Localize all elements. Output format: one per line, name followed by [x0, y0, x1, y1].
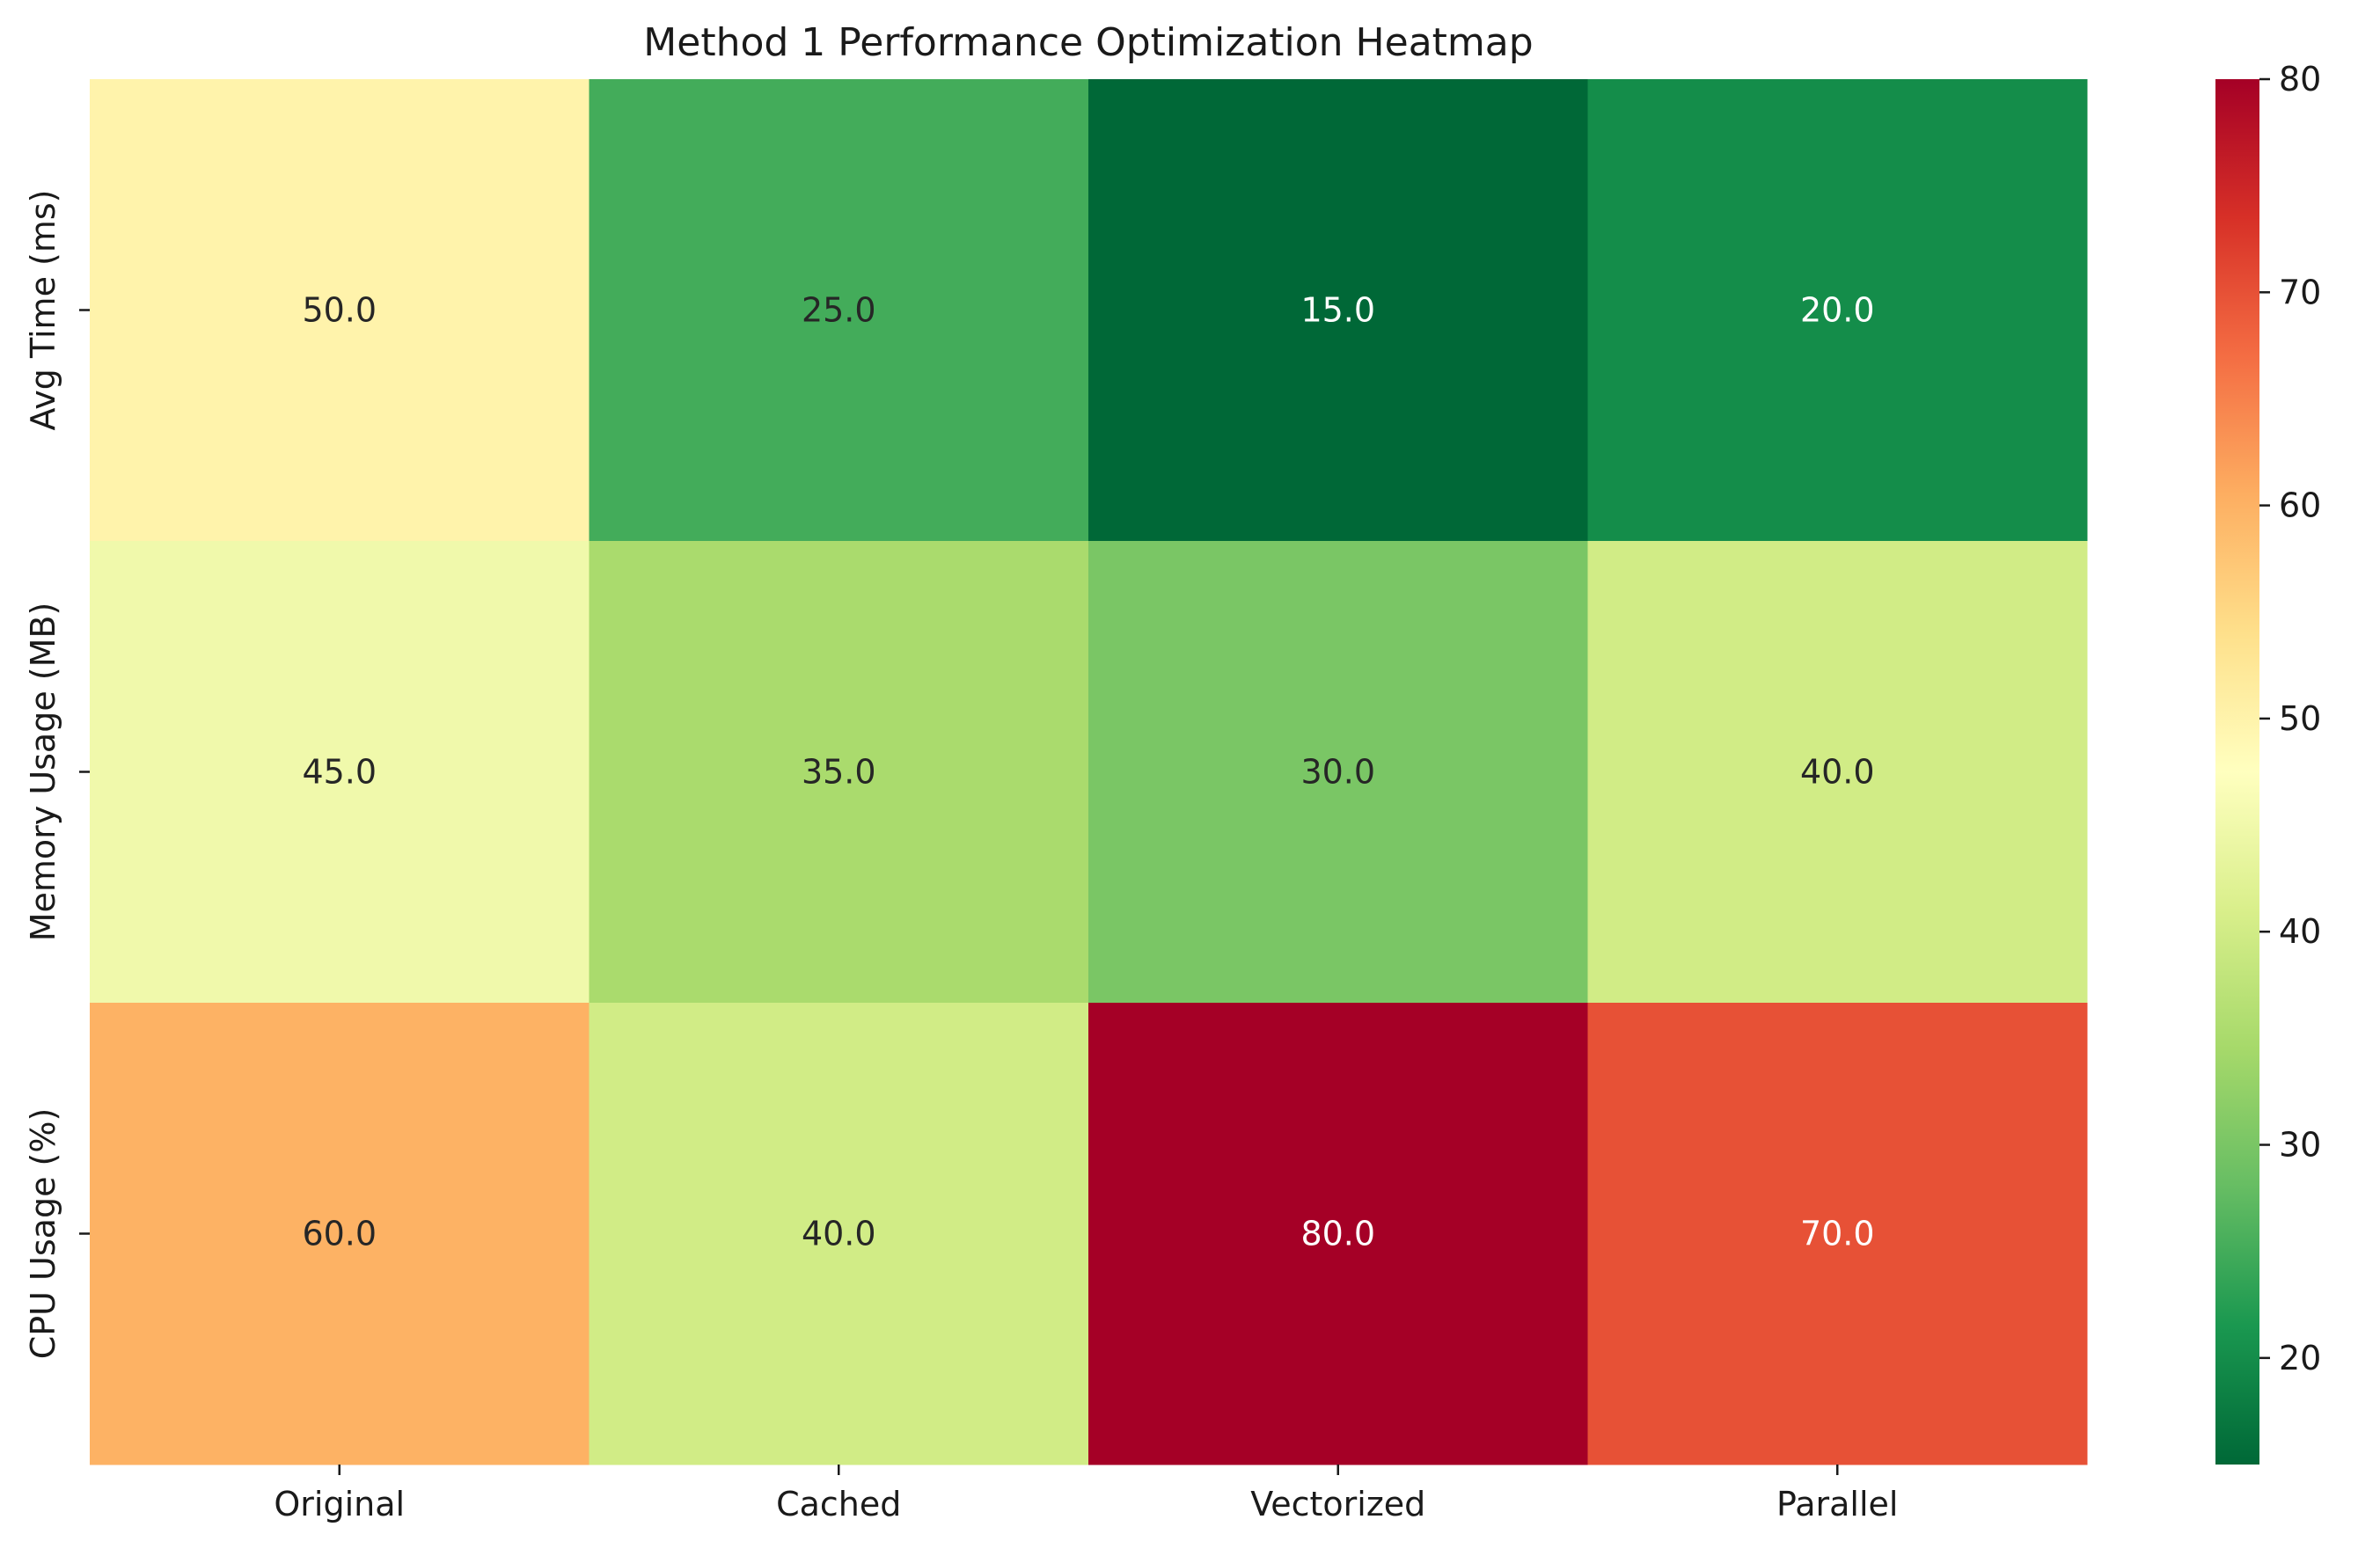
- heatmap-cell: [589, 1003, 1089, 1465]
- colorbar-tick-label: 70: [2279, 273, 2321, 311]
- heatmap-cell-value: 70.0: [1800, 1215, 1875, 1253]
- heatmap-cell: [1088, 1003, 1588, 1465]
- heatmap-cells: [90, 79, 2088, 1465]
- heatmap-cell-value: 50.0: [302, 291, 377, 330]
- heatmap-cell-value: 60.0: [302, 1215, 377, 1253]
- heatmap-cell-value: 20.0: [1800, 291, 1875, 330]
- heatmap-cell-value: 80.0: [1300, 1215, 1375, 1253]
- colorbar-tick-label: 40: [2279, 912, 2321, 951]
- heatmap-cell: [1088, 541, 1588, 1004]
- y-axis: Avg Time (ms) Memory Usage (MB) CPU Usage …: [24, 190, 90, 1360]
- heatmap-cell-value: 40.0: [802, 1215, 876, 1253]
- x-tick-label: Parallel: [1776, 1485, 1898, 1523]
- colorbar-gradient: [2215, 79, 2259, 1465]
- heatmap-cell: [1088, 79, 1588, 542]
- x-tick-label: Vectorized: [1250, 1485, 1425, 1523]
- heatmap-cell: [589, 79, 1089, 542]
- heatmap-cell: [1587, 1003, 2088, 1465]
- colorbar-tick-label: 20: [2279, 1339, 2321, 1377]
- heatmap-cell-value: 45.0: [302, 753, 377, 792]
- y-tick-label: CPU Usage (%): [24, 1108, 62, 1360]
- y-tick-label: Avg Time (ms): [24, 190, 62, 431]
- heatmap-cell-value: 25.0: [802, 291, 876, 330]
- heatmap-cell: [90, 79, 590, 542]
- heatmap-cell-value: 15.0: [1300, 291, 1375, 330]
- colorbar-tick-label: 60: [2279, 486, 2321, 525]
- colorbar: 20 30 40 50 60 70 80: [2215, 60, 2321, 1465]
- heatmap-cell: [1587, 541, 2088, 1004]
- colorbar-tick-label: 80: [2279, 60, 2321, 99]
- heatmap-cell: [1587, 79, 2088, 542]
- heatmap-cell: [589, 541, 1089, 1004]
- chart-title: Method 1 Performance Optimization Heatma…: [643, 20, 1533, 65]
- heatmap-cell-value: 40.0: [1800, 753, 1875, 792]
- heatmap-cell-value: 35.0: [802, 753, 876, 792]
- x-tick-label: Cached: [776, 1485, 901, 1523]
- heatmap-cell: [90, 1003, 590, 1465]
- heatmap-value-labels: 50.0 25.0 15.0 20.0 45.0 35.0 30.0 40.0 60.0 40.0…: [302, 291, 1874, 1253]
- y-tick-label: Memory Usage (MB): [24, 603, 62, 942]
- colorbar-tick-label: 30: [2279, 1126, 2321, 1165]
- heatmap-cell: [90, 541, 590, 1004]
- x-axis: Original Cached Vectorized Parallel: [274, 1465, 1898, 1523]
- x-tick-label: Original: [274, 1485, 405, 1523]
- heatmap-cell-value: 30.0: [1300, 753, 1375, 792]
- colorbar-tick-label: 50: [2279, 699, 2321, 738]
